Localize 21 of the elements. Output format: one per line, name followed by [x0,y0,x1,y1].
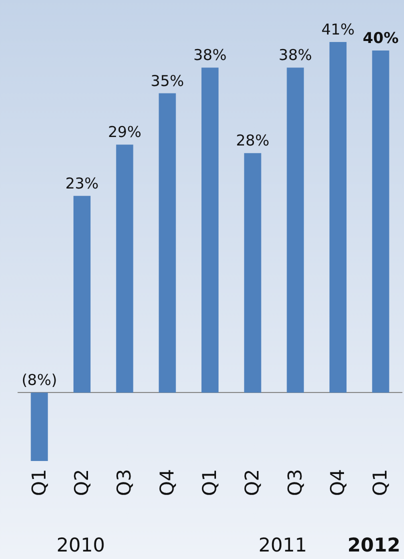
x-tick-label: Q1 [199,469,221,496]
data-label: 41% [321,20,355,38]
text: 2011 [258,534,307,556]
x-tick-label: Q4 [156,469,178,496]
data-label: 38% [278,46,312,64]
text: 2012 [347,534,400,556]
x-tick-label: Q3 [284,469,306,496]
x-tick-label: Q2 [242,469,264,496]
x-tick-label: Q1 [28,469,50,496]
data-label: 38% [193,46,227,64]
data-label: (8%) [22,371,58,390]
data-label: 40% [362,29,399,48]
data-label: 28% [236,132,270,150]
x-tick-label: Q3 [114,469,136,496]
data-label: 23% [65,174,99,192]
x-tick-label: Q2 [71,469,93,496]
text: 2010 [56,534,105,556]
x-tick-label: Q4 [327,469,349,496]
x-tick-label: Q1 [370,469,392,496]
data-label: 35% [150,72,184,90]
data-label: 29% [108,123,142,142]
